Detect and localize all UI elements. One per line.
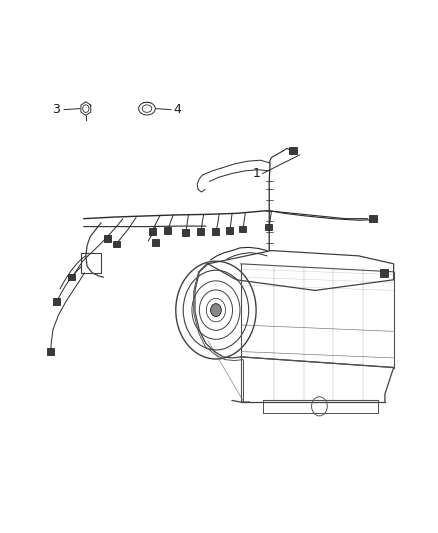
Bar xyxy=(104,235,111,241)
Circle shape xyxy=(211,304,221,317)
Bar xyxy=(68,274,75,280)
Bar xyxy=(113,241,120,247)
Bar xyxy=(81,253,101,273)
Bar xyxy=(182,229,189,236)
Bar xyxy=(289,147,297,154)
Bar xyxy=(369,215,377,222)
Bar xyxy=(380,269,389,277)
Bar xyxy=(164,227,171,233)
Bar xyxy=(47,349,54,355)
Text: 4: 4 xyxy=(173,103,181,116)
Bar xyxy=(53,298,60,305)
Bar xyxy=(197,228,204,235)
Bar xyxy=(226,227,233,233)
Bar xyxy=(212,228,219,235)
Text: 3: 3 xyxy=(52,103,60,116)
Bar xyxy=(265,224,272,230)
Bar xyxy=(152,239,159,246)
Bar xyxy=(149,228,155,235)
Bar xyxy=(239,226,246,232)
Text: 1: 1 xyxy=(253,167,261,180)
